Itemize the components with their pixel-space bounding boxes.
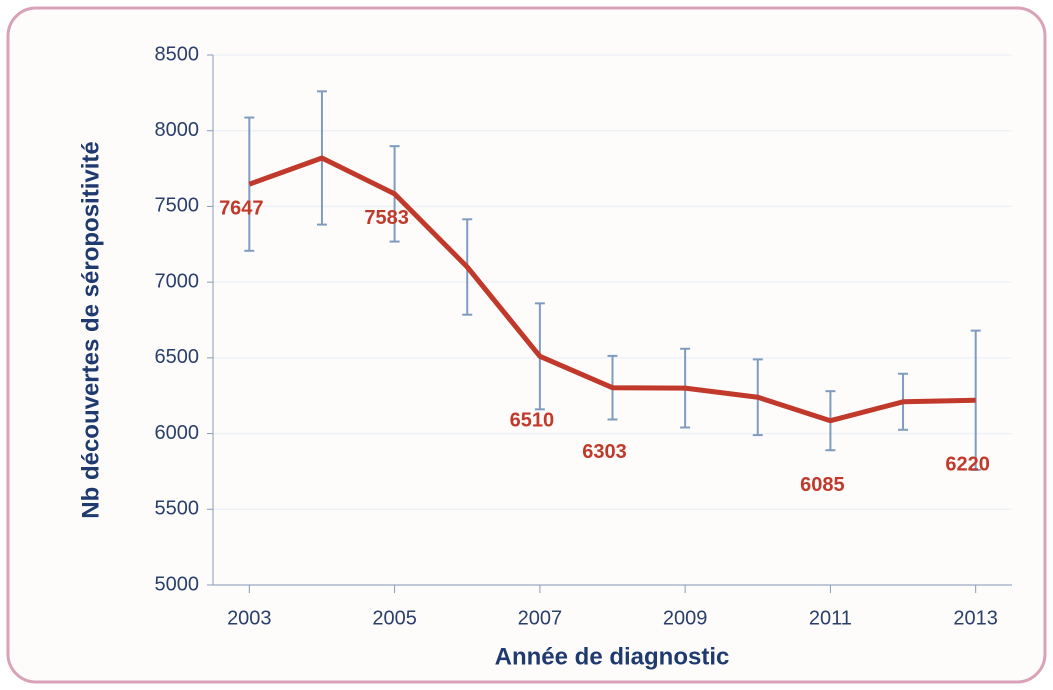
data-label: 6510 xyxy=(510,410,555,432)
y-tick-label: 8500 xyxy=(155,43,200,65)
x-tick-label: 2003 xyxy=(227,607,272,629)
x-tick-label: 2007 xyxy=(518,607,563,629)
data-label: 6220 xyxy=(945,454,990,476)
x-tick-label: 2009 xyxy=(663,607,708,629)
y-tick-label: 6500 xyxy=(155,346,200,368)
y-tick-label: 5500 xyxy=(155,498,200,520)
x-tick-label: 2013 xyxy=(953,607,998,629)
x-tick-label: 2011 xyxy=(809,607,852,629)
y-tick-label: 7500 xyxy=(155,195,200,217)
y-axis-title: Nb découvertes de séropositivité xyxy=(77,141,104,518)
x-axis-title: Année de diagnostic xyxy=(495,643,730,670)
data-label: 7647 xyxy=(219,197,264,219)
data-line xyxy=(248,155,976,424)
y-tick-label: 5000 xyxy=(155,573,200,595)
x-tick-label: 2005 xyxy=(372,607,417,629)
y-tick-label: 7000 xyxy=(155,270,200,292)
data-label: 6303 xyxy=(582,441,627,463)
data-label: 7583 xyxy=(364,207,409,229)
data-label: 6085 xyxy=(800,474,845,496)
y-tick-label: 6000 xyxy=(155,422,200,444)
y-tick-label: 8000 xyxy=(155,119,200,141)
